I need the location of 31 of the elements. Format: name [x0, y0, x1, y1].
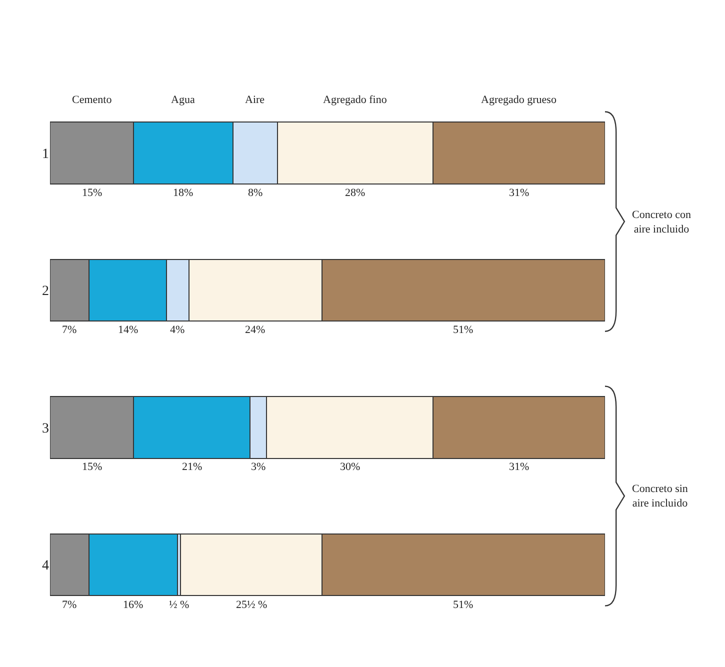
text: Concreto sin aire incluido: [632, 483, 688, 510]
data-label: 14%: [118, 324, 138, 336]
y-tick-label: 3: [42, 421, 49, 436]
data-label: 16%: [123, 599, 144, 611]
data-label: 51%: [453, 324, 474, 336]
data-label: 15%: [82, 461, 102, 473]
series-label: Cemento: [72, 94, 112, 106]
series-label: Agregado grueso: [481, 94, 557, 106]
data-label: 51%: [453, 599, 474, 611]
data-label: 8%: [248, 187, 263, 199]
data-label: 30%: [340, 461, 360, 473]
y-tick-label: 4: [42, 558, 49, 574]
data-label: 24%: [245, 324, 266, 336]
data-label: 31%: [509, 461, 530, 473]
data-label: 7%: [62, 599, 77, 611]
text: Concreto con aire incluido: [632, 209, 692, 236]
series-label: Agua: [171, 94, 195, 106]
data-label: 7%: [62, 324, 77, 336]
data-label: 31%: [509, 187, 530, 199]
data-label: 25½ %: [236, 599, 268, 611]
series-label: Aire: [245, 94, 265, 106]
series-label: Agregado fino: [323, 94, 388, 106]
y-tick-label: 2: [42, 284, 49, 300]
data-label: 21%: [182, 461, 202, 473]
data-label: 18%: [173, 187, 194, 199]
data-label: 15%: [82, 187, 102, 199]
data-label: 4%: [170, 324, 185, 336]
data-label: 28%: [345, 187, 366, 199]
data-label: ½ %: [169, 599, 190, 611]
data-label: 3%: [251, 461, 266, 473]
y-tick-label: 1: [42, 146, 49, 162]
